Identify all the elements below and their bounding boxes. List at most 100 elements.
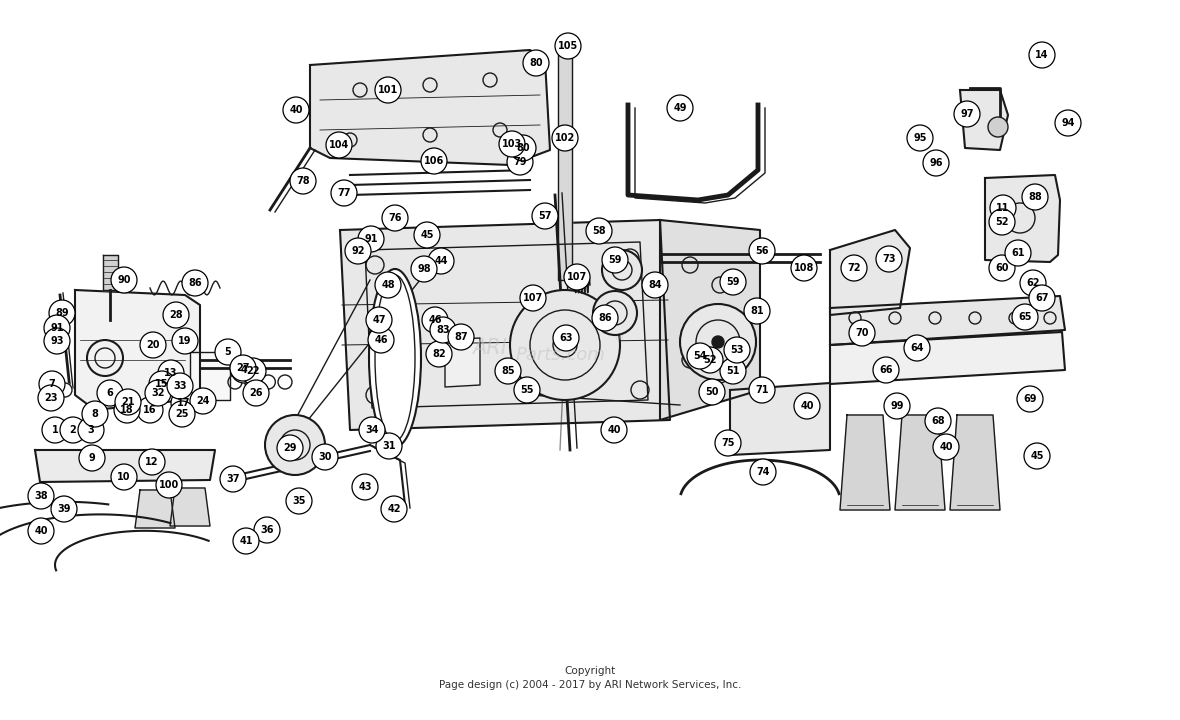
Circle shape (368, 327, 394, 353)
Circle shape (564, 264, 590, 290)
Circle shape (149, 371, 175, 397)
Text: 74: 74 (756, 467, 769, 477)
Circle shape (794, 393, 820, 419)
Circle shape (375, 272, 401, 298)
Text: 70: 70 (856, 328, 868, 338)
Text: 2: 2 (70, 425, 77, 435)
Polygon shape (190, 352, 230, 400)
Circle shape (749, 377, 775, 403)
Text: 49: 49 (674, 103, 687, 113)
Text: 7: 7 (48, 379, 55, 389)
Circle shape (841, 255, 867, 281)
Text: 79: 79 (513, 157, 526, 167)
Text: 91: 91 (365, 234, 378, 244)
Text: 37: 37 (227, 474, 240, 484)
Text: 94: 94 (1061, 118, 1075, 128)
Text: 95: 95 (913, 133, 926, 143)
Text: 14: 14 (1035, 50, 1049, 60)
Text: 60: 60 (995, 263, 1009, 273)
Text: 29: 29 (283, 443, 296, 453)
Text: 80: 80 (516, 143, 530, 153)
Text: Copyright
Page design (c) 2004 - 2017 by ARI Network Services, Inc.: Copyright Page design (c) 2004 - 2017 by… (439, 665, 741, 690)
Circle shape (715, 430, 741, 456)
Text: 40: 40 (289, 105, 303, 115)
Circle shape (163, 302, 189, 328)
Text: 8: 8 (92, 409, 98, 419)
Text: Parts.com: Parts.com (516, 346, 605, 364)
Circle shape (190, 388, 216, 414)
Circle shape (81, 401, 109, 427)
Circle shape (240, 358, 266, 384)
Circle shape (139, 449, 165, 475)
Circle shape (352, 474, 378, 500)
Circle shape (507, 149, 533, 175)
Text: 40: 40 (34, 526, 47, 536)
Circle shape (326, 132, 352, 158)
Circle shape (232, 528, 258, 554)
Text: 40: 40 (608, 425, 621, 435)
Circle shape (359, 417, 385, 443)
Text: 96: 96 (930, 158, 943, 168)
Ellipse shape (375, 275, 415, 441)
Circle shape (680, 304, 756, 380)
Circle shape (111, 464, 137, 490)
Circle shape (156, 472, 182, 498)
Text: 73: 73 (883, 254, 896, 264)
Circle shape (510, 135, 536, 161)
Text: 106: 106 (424, 156, 444, 166)
Text: 4: 4 (241, 365, 248, 375)
Circle shape (243, 380, 269, 406)
Text: 31: 31 (382, 441, 395, 451)
Circle shape (1055, 110, 1081, 136)
Circle shape (989, 255, 1015, 281)
Text: 44: 44 (434, 256, 447, 266)
Polygon shape (840, 415, 890, 510)
Circle shape (97, 380, 123, 406)
Circle shape (44, 328, 70, 354)
Text: 76: 76 (388, 213, 401, 223)
Text: 54: 54 (694, 351, 707, 361)
Text: 69: 69 (1023, 394, 1037, 404)
Text: 45: 45 (420, 230, 434, 240)
Polygon shape (830, 296, 1066, 345)
Text: 15: 15 (156, 379, 169, 389)
Circle shape (745, 298, 771, 324)
Circle shape (421, 148, 447, 174)
Circle shape (586, 218, 612, 244)
Text: 30: 30 (319, 452, 332, 462)
Text: 12: 12 (145, 457, 159, 467)
Text: ARI: ARI (472, 338, 507, 358)
Text: 10: 10 (117, 472, 131, 482)
Text: 66: 66 (879, 365, 893, 375)
Circle shape (592, 305, 618, 331)
Text: 78: 78 (296, 176, 310, 186)
Text: 81: 81 (750, 306, 763, 316)
Circle shape (749, 238, 775, 264)
Text: 59: 59 (726, 277, 740, 287)
Circle shape (219, 466, 245, 492)
Text: 25: 25 (176, 409, 189, 419)
Circle shape (510, 290, 620, 400)
Circle shape (750, 459, 776, 485)
Circle shape (358, 226, 384, 252)
Circle shape (290, 168, 316, 194)
Circle shape (553, 325, 579, 351)
Text: 85: 85 (502, 366, 514, 376)
Text: 56: 56 (755, 246, 768, 256)
Circle shape (345, 238, 371, 264)
Text: 100: 100 (159, 480, 179, 490)
Text: 40: 40 (939, 442, 952, 452)
Circle shape (38, 385, 64, 411)
Text: 9: 9 (88, 453, 96, 463)
Text: 89: 89 (55, 308, 68, 318)
Polygon shape (170, 488, 210, 526)
Circle shape (277, 435, 303, 461)
Text: 105: 105 (558, 41, 578, 51)
Circle shape (1024, 443, 1050, 469)
Text: 38: 38 (34, 491, 48, 501)
Circle shape (601, 417, 627, 443)
Text: 97: 97 (961, 109, 974, 119)
Circle shape (39, 371, 65, 397)
Circle shape (312, 444, 337, 470)
Circle shape (114, 397, 140, 423)
